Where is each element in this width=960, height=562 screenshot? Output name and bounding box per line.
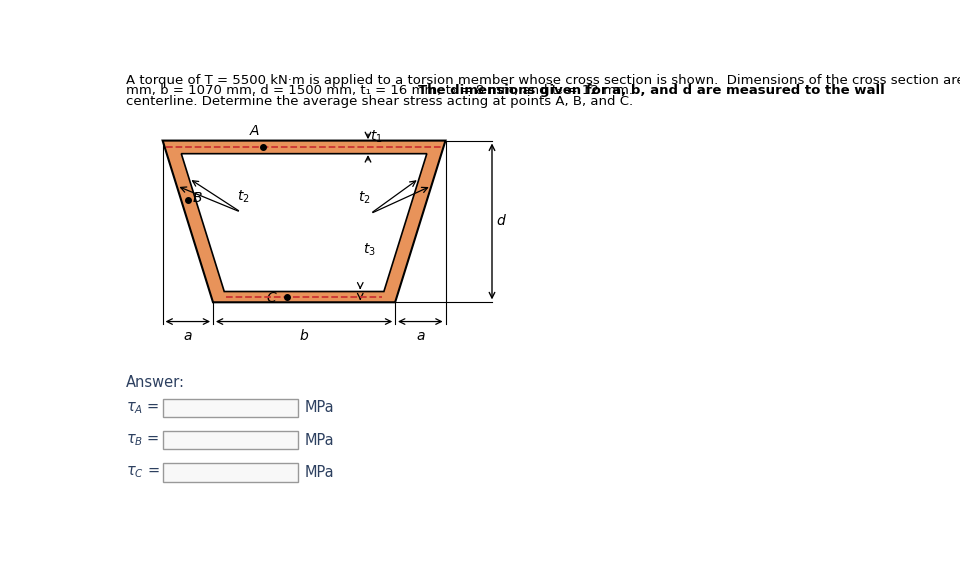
- Polygon shape: [162, 140, 445, 302]
- Text: $t_2$: $t_2$: [358, 189, 371, 206]
- Text: MPa: MPa: [304, 400, 334, 415]
- Text: mm, b = 1070 mm, d = 1500 mm, t₁ = 16 mm, t₂ = 8 mm, and t₃ = 12 mm.: mm, b = 1070 mm, d = 1500 mm, t₁ = 16 mm…: [126, 84, 641, 97]
- FancyBboxPatch shape: [162, 398, 299, 417]
- Text: A torque of T = 5500 kN·m is applied to a torsion member whose cross section is : A torque of T = 5500 kN·m is applied to …: [126, 74, 960, 87]
- Text: B: B: [192, 192, 202, 206]
- Text: $\tau_A$ =: $\tau_A$ =: [126, 400, 159, 416]
- Text: centerline. Determine the average shear stress acting at points A, B, and C.: centerline. Determine the average shear …: [126, 95, 634, 108]
- Text: $t_3$: $t_3$: [363, 242, 375, 259]
- Text: MPa: MPa: [304, 465, 334, 480]
- Text: C: C: [267, 292, 276, 305]
- Polygon shape: [181, 153, 427, 292]
- Text: a: a: [183, 329, 192, 343]
- Text: MPa: MPa: [304, 433, 334, 447]
- Text: $\tau_C$ =: $\tau_C$ =: [126, 465, 160, 481]
- Text: b: b: [300, 329, 308, 343]
- Text: $\tau_B$ =: $\tau_B$ =: [126, 432, 159, 448]
- Text: Answer:: Answer:: [126, 375, 185, 391]
- Text: $t_1$: $t_1$: [371, 128, 383, 144]
- Text: a: a: [416, 329, 424, 343]
- Text: $t_2$: $t_2$: [237, 188, 250, 205]
- Text: A: A: [250, 124, 259, 138]
- Text: The dimensions given for a, b, and d are measured to the wall: The dimensions given for a, b, and d are…: [418, 84, 885, 97]
- Text: d: d: [496, 215, 505, 228]
- FancyBboxPatch shape: [162, 463, 299, 482]
- FancyBboxPatch shape: [162, 431, 299, 450]
